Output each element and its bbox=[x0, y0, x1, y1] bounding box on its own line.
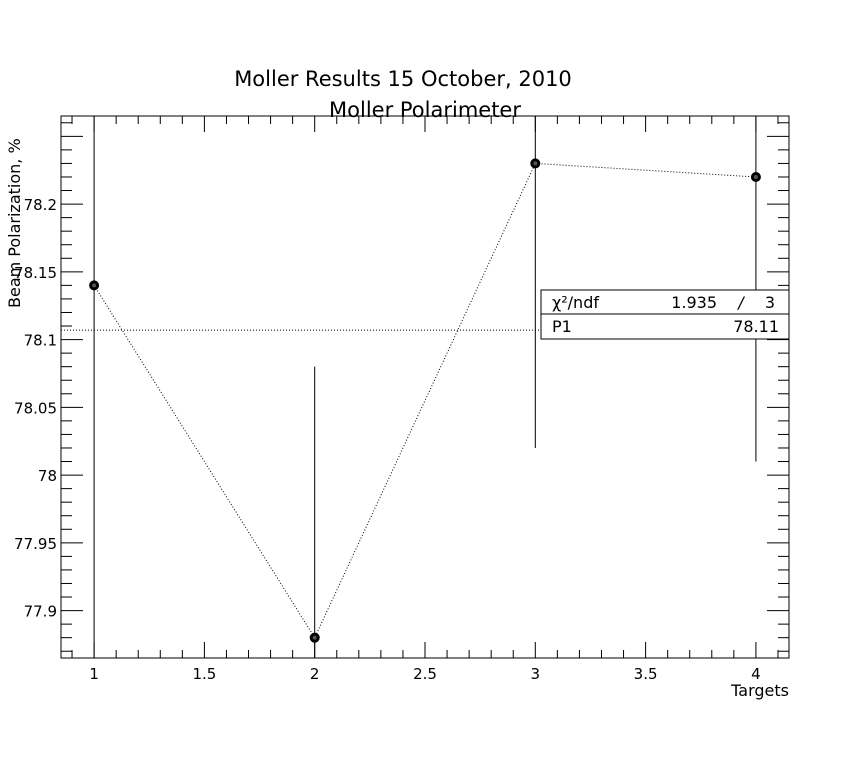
stats-separator: / bbox=[736, 293, 745, 312]
y-tick-label: 78.05 bbox=[14, 399, 57, 417]
y-tick-label: 78.15 bbox=[14, 264, 57, 282]
y-tick-label: 78.2 bbox=[24, 196, 57, 214]
y-axis-label: Beam Polarization, % bbox=[5, 138, 24, 308]
x-tick-label: 3 bbox=[531, 665, 541, 683]
x-tick-label: 4 bbox=[751, 665, 761, 683]
x-tick-label: 2 bbox=[310, 665, 320, 683]
stats-ndf: 3 bbox=[765, 293, 775, 312]
stats-label: P1 bbox=[552, 317, 572, 336]
y-tick-label: 78.1 bbox=[24, 332, 57, 350]
y-tick-label: 77.95 bbox=[14, 535, 57, 553]
series-line bbox=[93, 162, 756, 639]
x-tick-label: 1.5 bbox=[192, 665, 216, 683]
stats-value: 1.935 bbox=[671, 293, 717, 312]
x-tick-label: 3.5 bbox=[634, 665, 658, 683]
stats-label: χ²/ndf bbox=[552, 293, 599, 312]
stats-box: χ²/ndf 1.935 / 3 P1 78.11 bbox=[540, 289, 790, 340]
x-tick-label: 2.5 bbox=[413, 665, 437, 683]
data-point-highlight bbox=[92, 283, 97, 288]
data-point-highlight bbox=[753, 174, 758, 179]
series-layer bbox=[89, 116, 761, 658]
stats-value: 78.11 bbox=[733, 317, 779, 336]
data-point-highlight bbox=[312, 635, 317, 640]
data-point-highlight bbox=[533, 161, 538, 166]
y-tick-label: 78 bbox=[38, 467, 57, 485]
x-tick-label: 1 bbox=[89, 665, 99, 683]
plot-frame bbox=[60, 115, 790, 659]
y-tick-label: 77.9 bbox=[24, 603, 57, 621]
x-axis-label: Targets bbox=[730, 681, 789, 700]
y-axis-ticks: 77.9 77.95 78 78.05 78.1 78.15 78.2 bbox=[14, 122, 789, 652]
chart-title: Moller Results 15 October, 2010 bbox=[234, 67, 572, 91]
